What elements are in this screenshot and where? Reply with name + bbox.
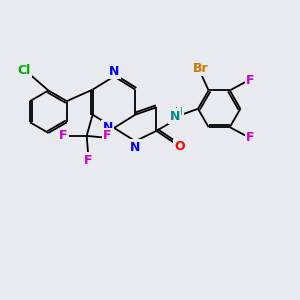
Text: F: F (84, 154, 92, 166)
Text: F: F (103, 129, 112, 142)
Text: H: H (175, 107, 183, 117)
Text: N: N (169, 110, 180, 123)
Text: O: O (175, 140, 185, 153)
Text: F: F (59, 129, 68, 142)
Text: N: N (102, 122, 113, 134)
Text: Cl: Cl (18, 64, 31, 77)
Text: N: N (109, 64, 119, 78)
Text: Br: Br (193, 62, 208, 75)
Text: N: N (130, 141, 140, 154)
Text: F: F (246, 74, 255, 88)
Text: F: F (246, 131, 255, 144)
